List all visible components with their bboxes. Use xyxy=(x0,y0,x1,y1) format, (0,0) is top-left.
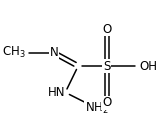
Text: OH: OH xyxy=(140,60,158,72)
Text: O: O xyxy=(102,23,111,36)
Text: HN: HN xyxy=(48,86,65,99)
Text: N: N xyxy=(49,46,58,59)
Text: NH$_2$: NH$_2$ xyxy=(85,101,109,116)
Text: CH$_3$: CH$_3$ xyxy=(2,45,25,60)
Text: S: S xyxy=(103,60,111,72)
Text: O: O xyxy=(102,96,111,109)
